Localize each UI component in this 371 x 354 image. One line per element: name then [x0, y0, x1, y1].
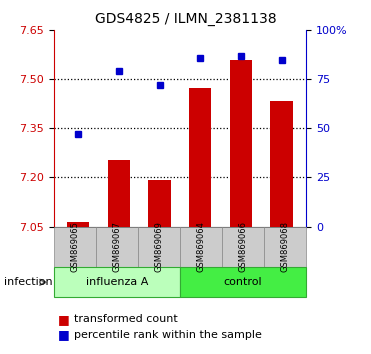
Bar: [189, 88, 211, 227]
Text: GSM869067: GSM869067: [112, 221, 121, 273]
Text: GSM869066: GSM869066: [239, 221, 247, 273]
Bar: [67, 222, 89, 227]
Bar: [108, 160, 130, 227]
Text: GSM869068: GSM869068: [280, 221, 289, 273]
Text: GSM869069: GSM869069: [154, 222, 163, 272]
Text: infection: infection: [4, 277, 52, 287]
Text: GDS4825 / ILMN_2381138: GDS4825 / ILMN_2381138: [95, 12, 276, 27]
Text: percentile rank within the sample: percentile rank within the sample: [74, 330, 262, 339]
Text: control: control: [224, 277, 262, 287]
Text: influenza A: influenza A: [86, 277, 148, 287]
Text: GSM869065: GSM869065: [70, 222, 79, 272]
Bar: [270, 102, 293, 227]
Text: ■: ■: [58, 313, 69, 326]
Text: ■: ■: [58, 328, 69, 341]
Text: transformed count: transformed count: [74, 314, 178, 324]
Text: GSM869064: GSM869064: [197, 222, 206, 272]
Bar: [148, 181, 171, 227]
Bar: [230, 60, 252, 227]
